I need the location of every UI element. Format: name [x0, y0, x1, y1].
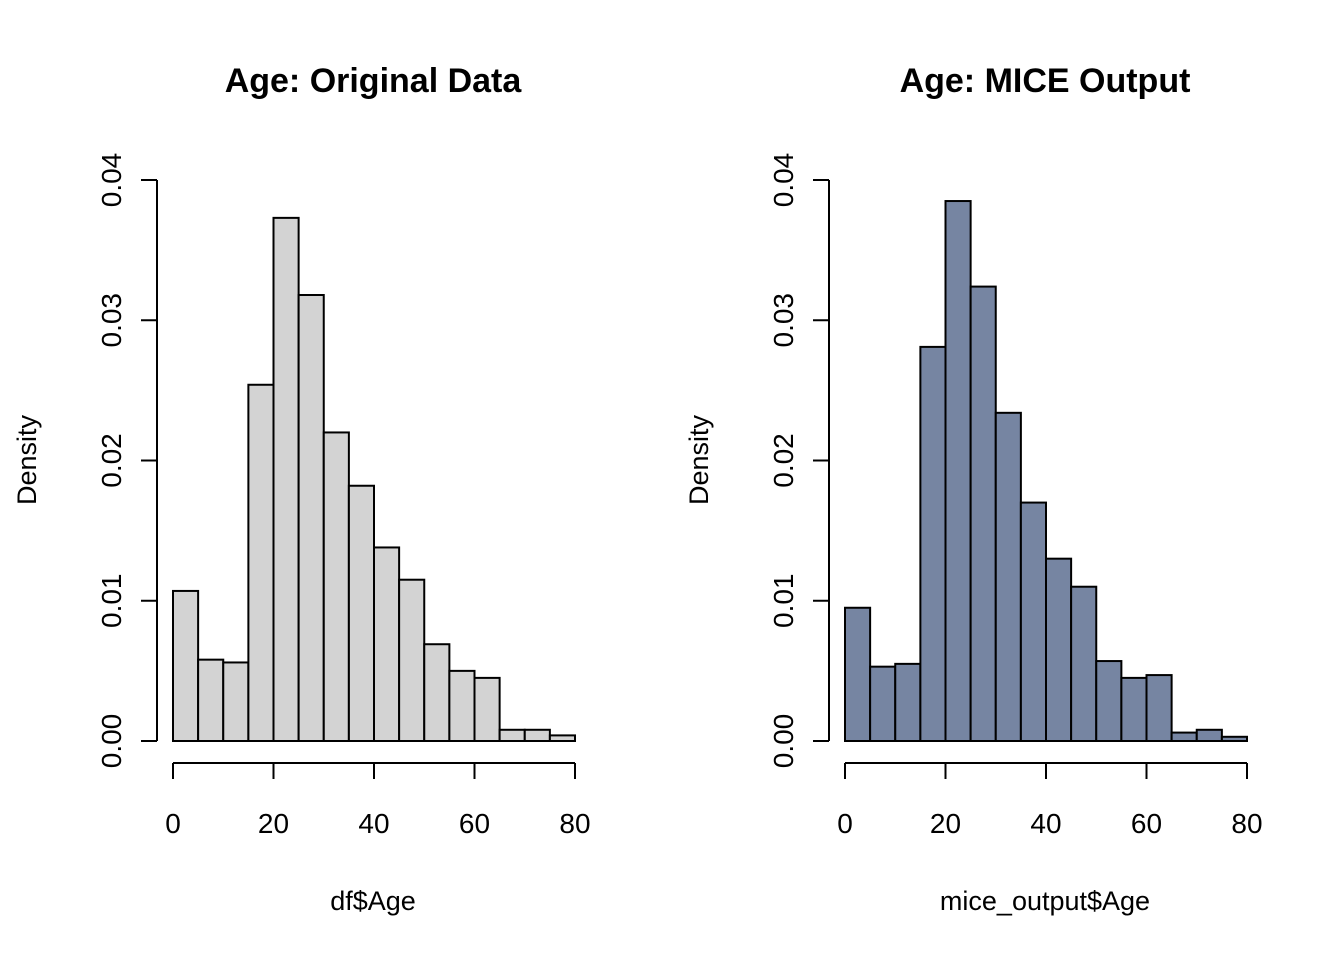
histogram-bar: [969, 285, 997, 742]
x-tick-label: 0: [165, 808, 181, 839]
bars-group: [172, 216, 576, 743]
histogram-bar: [347, 484, 375, 742]
histogram-bar: [172, 589, 200, 742]
x-tick-label: 40: [358, 808, 389, 839]
histogram-bar: [322, 431, 350, 742]
y-axis-label: Density: [12, 414, 42, 505]
x-tick-label: 20: [258, 808, 289, 839]
histogram-bar: [1220, 735, 1248, 742]
histogram-bar: [844, 606, 872, 743]
y-tick-label: 0.00: [96, 714, 127, 769]
y-axis: 0.00 0.01 0.02 0.03 0.04: [96, 153, 158, 769]
histogram-bar: [1195, 728, 1223, 743]
histogram-bar: [1170, 731, 1198, 743]
x-axis-label: mice_output$Age: [940, 886, 1150, 916]
histogram-bar: [1145, 674, 1173, 743]
histogram-bar: [1019, 501, 1047, 743]
histogram-bar: [1120, 676, 1148, 743]
histogram-panel-mice: Age: MICE Output mice_output$Age Density…: [684, 62, 1263, 916]
histogram-bar: [869, 665, 897, 742]
x-axis: 0 20 40 60 80: [165, 762, 591, 839]
histogram-bar: [272, 216, 300, 742]
y-axis-label: Density: [684, 414, 714, 505]
x-tick-label: 60: [1131, 808, 1162, 839]
x-tick-label: 60: [459, 808, 490, 839]
y-tick-label: 0.04: [96, 153, 127, 208]
x-tick-label: 40: [1030, 808, 1061, 839]
y-axis: 0.00 0.01 0.02 0.03 0.04: [768, 153, 830, 769]
x-tick-label: 20: [930, 808, 961, 839]
x-tick-label: 80: [1231, 808, 1262, 839]
histogram-bar: [548, 734, 576, 743]
x-tick-label: 80: [559, 808, 590, 839]
histogram-bar: [398, 578, 426, 743]
y-tick-label: 0.01: [96, 574, 127, 629]
histogram-bar: [523, 728, 551, 743]
chart-title: Age: MICE Output: [900, 62, 1191, 100]
histogram-bar: [919, 345, 947, 742]
chart-title: Age: Original Data: [225, 62, 523, 100]
y-tick-label: 0.02: [768, 433, 799, 488]
y-tick-label: 0.04: [768, 153, 799, 208]
histogram-bar: [197, 658, 225, 743]
histogram-bar: [944, 200, 972, 743]
histogram-bar: [297, 294, 325, 742]
histogram-bar: [994, 411, 1022, 742]
y-tick-label: 0.03: [768, 293, 799, 348]
histogram-bar: [448, 669, 476, 742]
histogram-bar: [1070, 585, 1098, 742]
histogram-bar: [1045, 557, 1073, 742]
y-tick-label: 0.02: [96, 433, 127, 488]
histogram-bar: [222, 661, 250, 743]
histogram-bar: [894, 662, 922, 742]
y-tick-label: 0.01: [768, 574, 799, 629]
histogram-bar: [373, 546, 401, 743]
histogram-panel-original: Age: Original Data df$Age Density 0.000.…: [12, 62, 591, 916]
y-tick-label: 0.00: [768, 714, 799, 769]
histogram-bar: [473, 676, 501, 743]
bars-group: [844, 200, 1248, 743]
x-tick-label: 0: [837, 808, 853, 839]
x-axis: 0 20 40 60 80: [837, 762, 1263, 839]
histogram-bar: [247, 383, 275, 742]
y-tick-label: 0.03: [96, 293, 127, 348]
x-axis-label: df$Age: [330, 886, 416, 916]
histogram-bar: [423, 643, 451, 742]
histogram-bar: [498, 728, 526, 743]
histogram-bar: [1095, 660, 1123, 742]
